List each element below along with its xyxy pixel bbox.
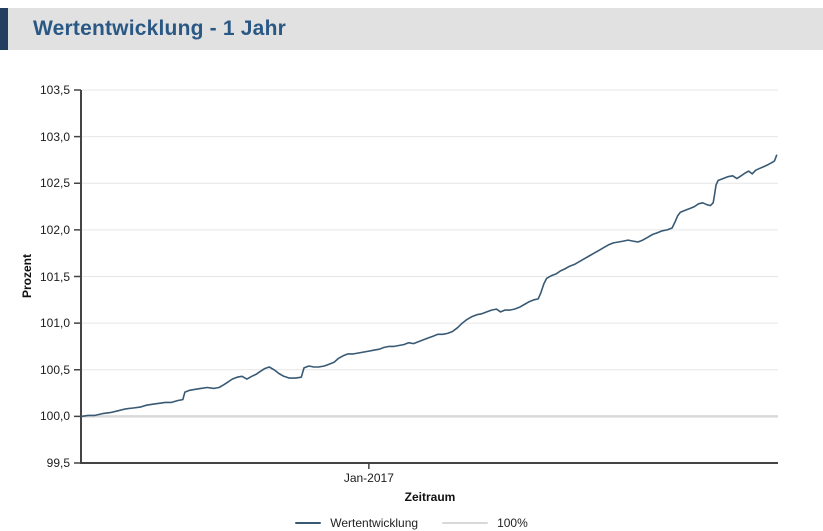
legend-swatch-baseline xyxy=(442,521,489,524)
y-tick-label: 101,0 xyxy=(39,316,70,331)
y-tick-label: 102,5 xyxy=(39,176,70,191)
legend-label-wertentwicklung: Wertentwicklung xyxy=(330,515,419,530)
y-tick-label: 101,5 xyxy=(39,269,70,284)
x-tick-label: Jan-2017 xyxy=(343,471,394,485)
section-header: Wertentwicklung - 1 Jahr xyxy=(0,8,823,50)
chart-legend: Wertentwicklung 100% xyxy=(0,514,823,531)
y-tick-label: 100,0 xyxy=(39,409,70,424)
series-line-wertentwicklung xyxy=(80,154,778,418)
header-accent-bar xyxy=(0,8,8,50)
y-tick-label: 99,5 xyxy=(46,456,70,470)
page-title: Wertentwicklung - 1 Jahr xyxy=(33,17,286,40)
legend-label-baseline: 100% xyxy=(497,515,528,530)
legend-swatch-wertentwicklung xyxy=(295,521,322,524)
y-tick-label: 102,0 xyxy=(39,222,70,237)
y-tick-label: 103,5 xyxy=(39,83,70,97)
y-tick-label: 103,0 xyxy=(39,129,70,144)
x-axis-title: Zeitraum xyxy=(404,490,456,504)
y-tick-label: 100,5 xyxy=(39,362,70,377)
